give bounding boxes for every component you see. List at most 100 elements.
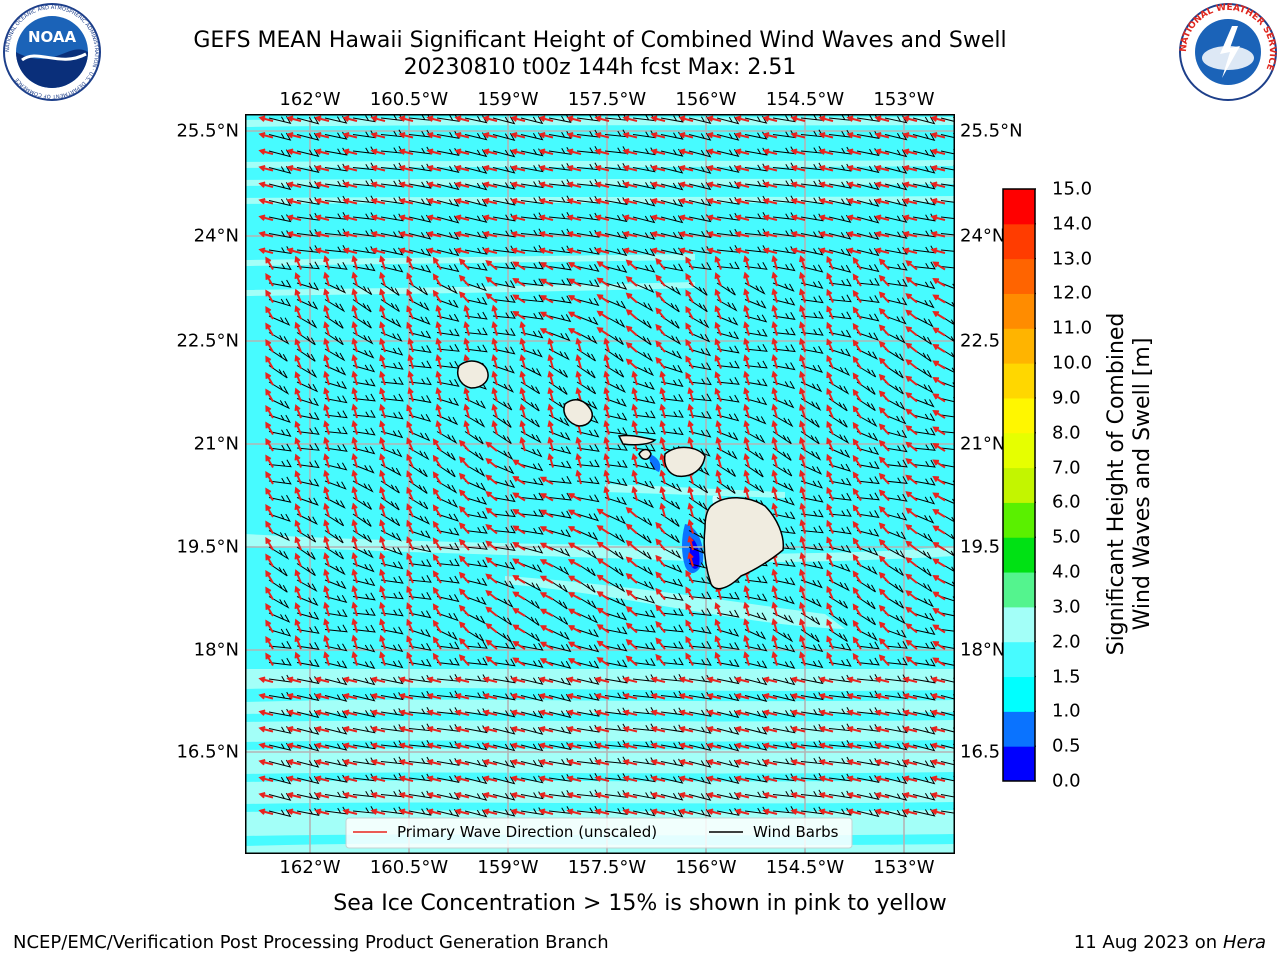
wind-barb (576, 530, 599, 541)
wave-direction-arrow (790, 709, 806, 716)
wind-barb (324, 282, 347, 294)
wind-barb (716, 331, 740, 340)
wave-direction-arrow (625, 523, 638, 535)
wave-direction-arrow (930, 775, 946, 782)
wind-barb (492, 525, 516, 534)
wave-direction-arrow (659, 485, 666, 501)
wind-barb (800, 364, 824, 373)
wave-direction-arrow (678, 808, 694, 815)
wave-direction-arrow (762, 742, 778, 749)
wind-barb (688, 299, 708, 313)
wave-direction-arrow (538, 676, 554, 683)
wave-direction-arrow (826, 272, 834, 287)
wind-barb (576, 644, 600, 653)
wind-barb (660, 563, 683, 574)
wind-barb (884, 708, 908, 717)
wind-barb (520, 477, 544, 486)
wind-barb (464, 510, 488, 519)
lat-label-right: 21°N (960, 433, 1006, 455)
wind-barb (800, 644, 824, 653)
lon-label-top: 157.5°W (567, 89, 647, 110)
wave-direction-arrow (734, 676, 750, 683)
wave-direction-arrow (286, 214, 302, 221)
wave-direction-arrow (622, 726, 638, 733)
wind-barb (408, 497, 429, 510)
wave-direction-arrow (846, 693, 862, 700)
wave-direction-arrow (622, 115, 638, 122)
wave-direction-arrow (432, 586, 442, 601)
wave-direction-arrow (905, 656, 918, 667)
wave-direction-arrow (625, 276, 638, 287)
wave-direction-arrow (846, 775, 862, 782)
wave-direction-arrow (687, 518, 694, 534)
wave-direction-arrow (351, 551, 358, 567)
wave-direction-arrow (743, 271, 750, 287)
wave-direction-arrow (762, 808, 778, 815)
wave-direction-arrow (631, 469, 638, 485)
wind-barb (324, 395, 348, 404)
wave-direction-arrow (902, 792, 918, 799)
wave-direction-arrow (734, 115, 750, 122)
wave-direction-arrow (678, 247, 694, 254)
wind-barb (576, 365, 596, 379)
wave-direction-arrow (878, 604, 890, 617)
wind-barb (492, 346, 516, 355)
wind-barb (576, 596, 598, 610)
wave-direction-arrow (762, 181, 778, 188)
wave-direction-arrow (852, 322, 862, 337)
wave-direction-arrow (852, 471, 862, 485)
wave-direction-arrow (874, 742, 890, 749)
wave-direction-arrow (799, 618, 806, 633)
wind-barb (884, 476, 908, 485)
wind-barb (268, 530, 291, 542)
wave-direction-arrow (818, 726, 834, 733)
wave-direction-arrow (799, 453, 806, 468)
wind-barb (268, 628, 292, 637)
wind-barb (296, 642, 320, 650)
wave-direction-arrow (874, 231, 890, 238)
wind-barb (380, 347, 404, 356)
wave-direction-arrow (370, 676, 386, 683)
wind-barb (296, 116, 320, 125)
wave-direction-arrow (932, 409, 946, 419)
wave-direction-arrow (734, 132, 750, 139)
wave-direction-arrow (454, 231, 470, 238)
wave-direction-arrow (426, 214, 442, 221)
wave-direction-arrow (655, 538, 666, 551)
wind-barb (884, 381, 904, 395)
wave-direction-arrow (714, 602, 722, 617)
wind-barb (520, 526, 544, 535)
wind-barb (884, 629, 907, 639)
wave-direction-arrow (771, 320, 778, 336)
wave-direction-arrow (902, 181, 918, 188)
wind-barb (660, 348, 683, 360)
wave-direction-arrow (596, 624, 610, 634)
wave-direction-arrow (902, 214, 918, 221)
wave-direction-arrow (650, 115, 666, 122)
wind-barb (856, 231, 880, 240)
wave-direction-arrow (655, 620, 666, 634)
wind-barb (772, 297, 796, 306)
wave-direction-arrow (482, 726, 498, 733)
wind-barb (464, 311, 488, 320)
wave-direction-arrow (622, 165, 638, 172)
wind-barb (492, 792, 516, 801)
wind-barb (296, 460, 320, 469)
wave-direction-arrow (398, 759, 414, 766)
wave-direction-arrow (512, 525, 526, 535)
wave-direction-arrow (258, 165, 274, 172)
wind-barb (716, 642, 740, 651)
wind-barb (436, 542, 460, 551)
wind-barb (660, 315, 680, 329)
wave-direction-arrow (566, 165, 582, 172)
wind-barb (296, 282, 320, 291)
wave-direction-arrow (715, 469, 722, 485)
wave-direction-arrow (874, 247, 890, 254)
wave-direction-arrow (258, 181, 274, 188)
wind-barb (884, 414, 907, 425)
wind-barb (772, 596, 795, 605)
wave-direction-arrow (603, 403, 610, 419)
wave-direction-arrow (743, 601, 750, 617)
wind-barb (632, 642, 656, 651)
wind-barb (268, 279, 292, 288)
